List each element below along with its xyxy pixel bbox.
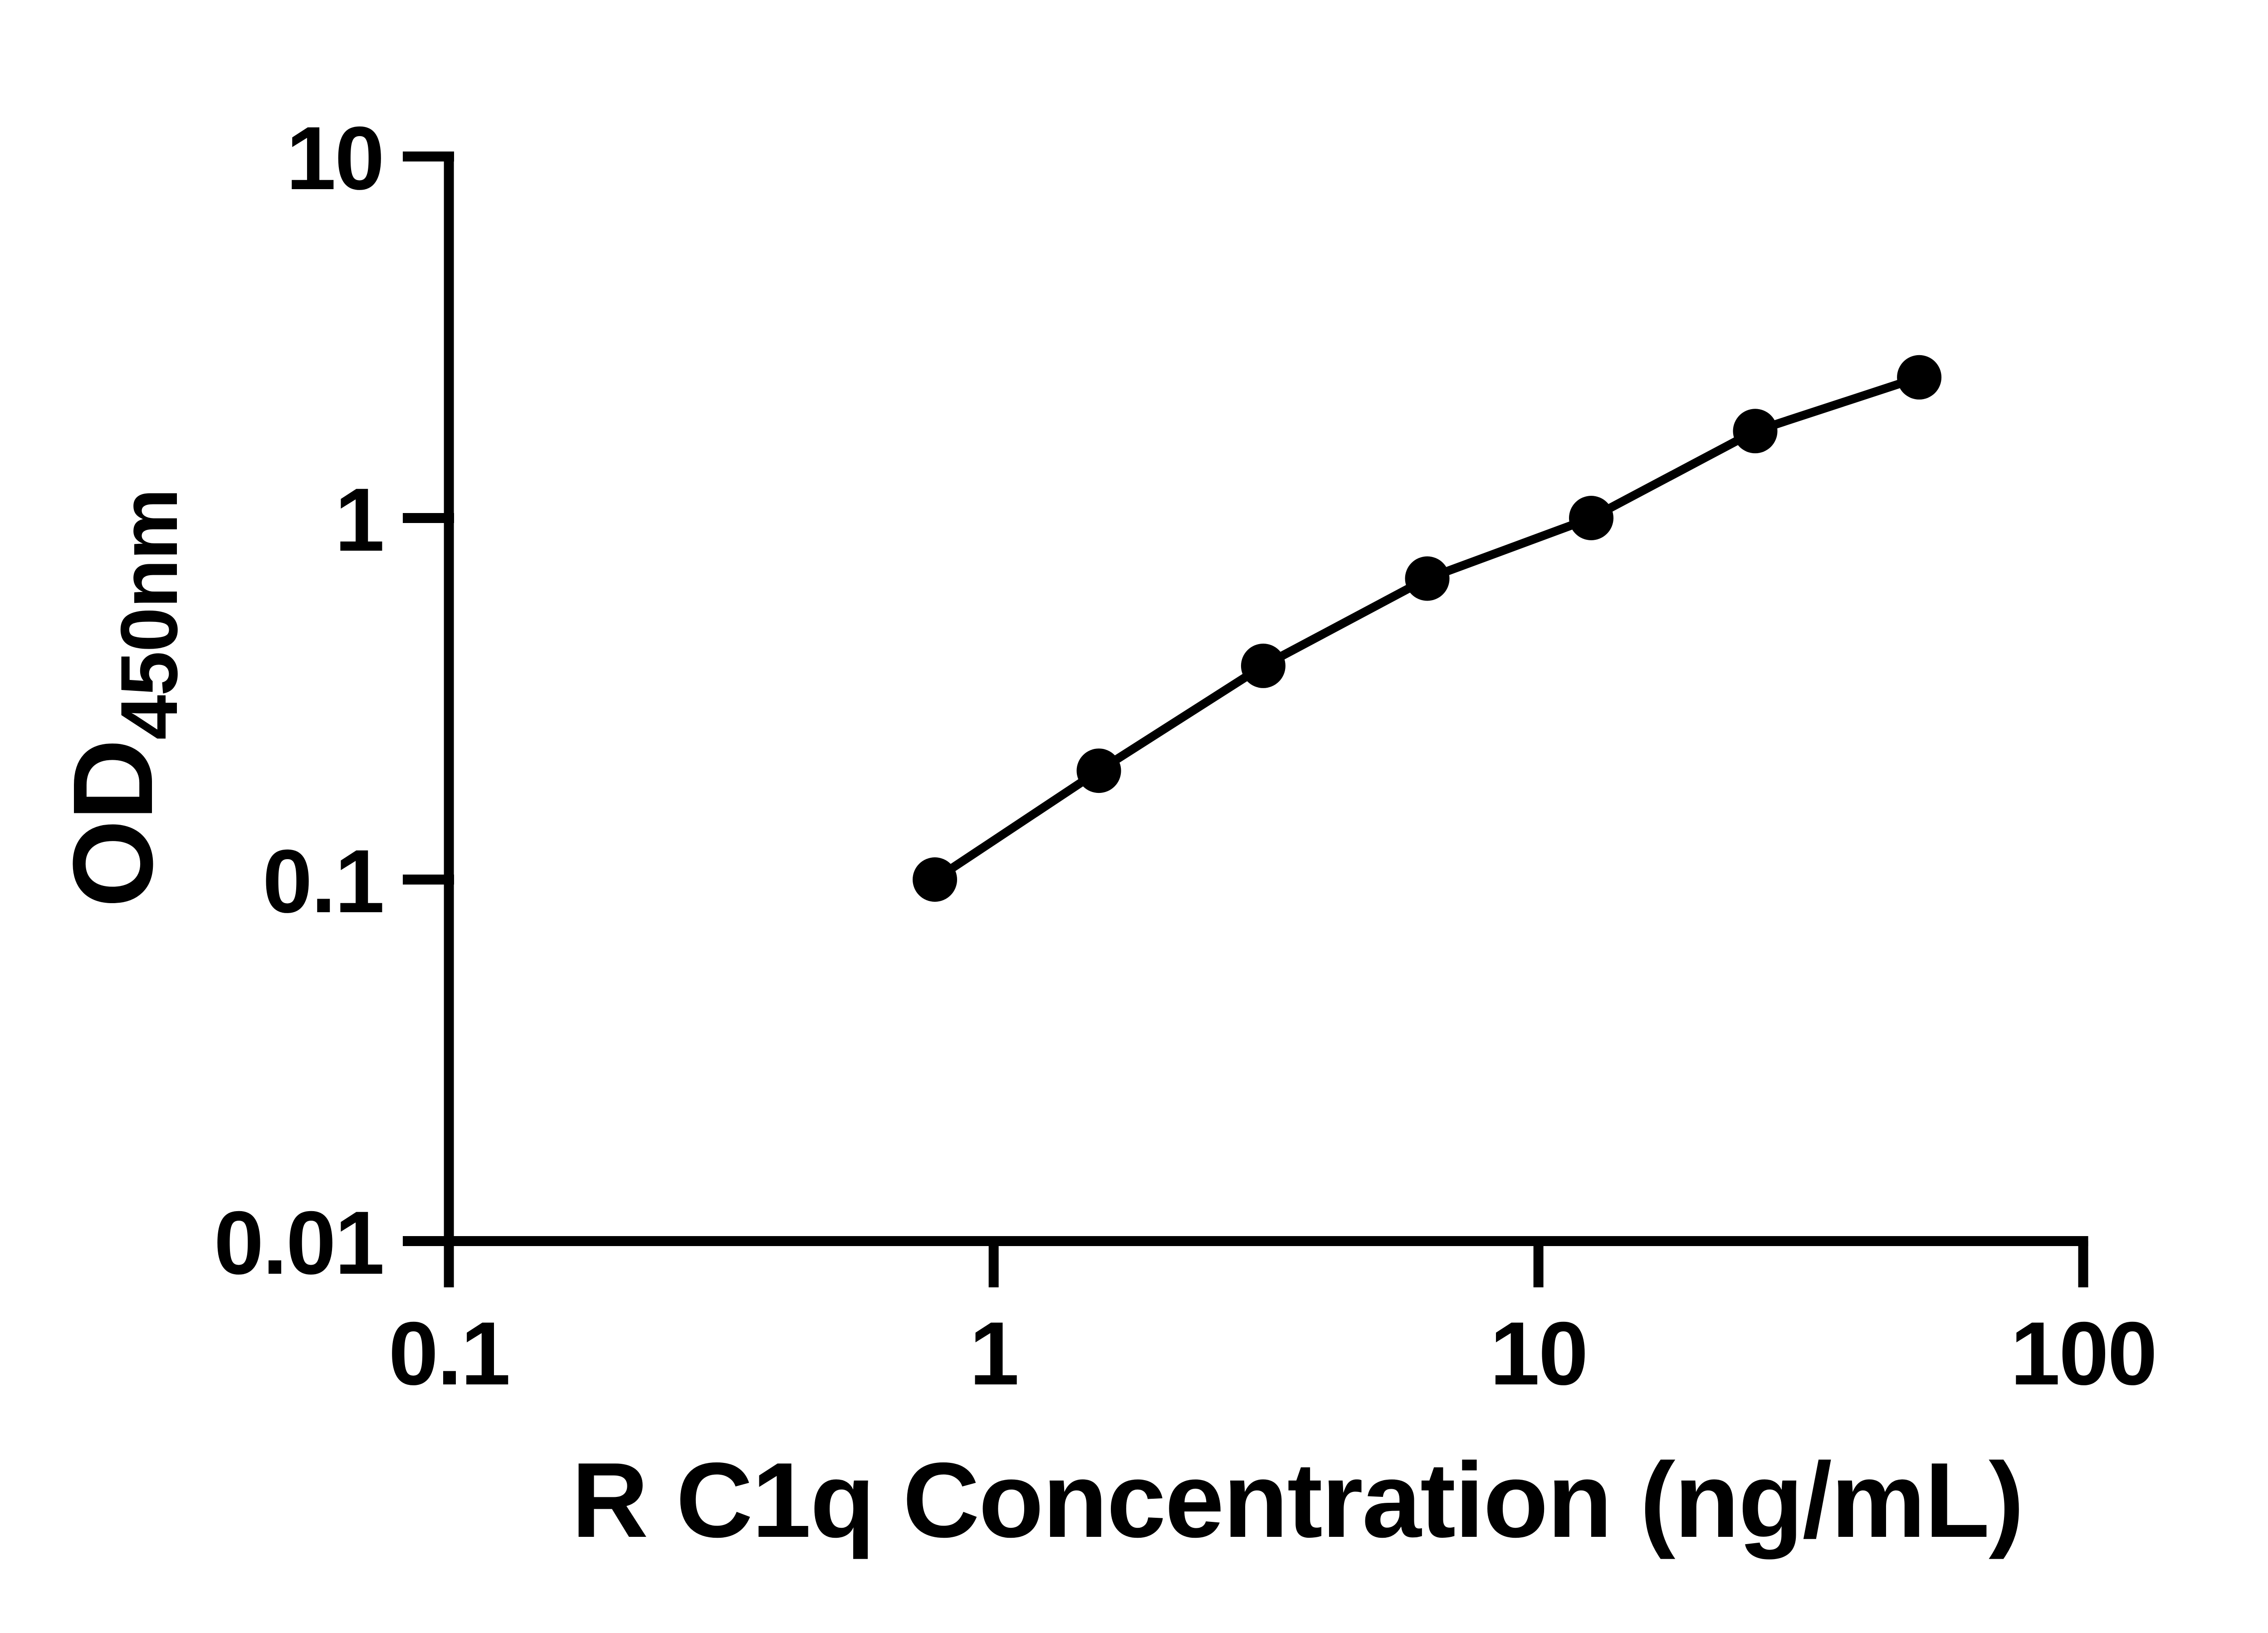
data-point-marker (1241, 643, 1286, 688)
data-point-marker (1405, 556, 1450, 601)
y-axis-title-subscript: 450nm (104, 489, 194, 740)
data-point-marker (1897, 355, 1942, 400)
data-point-marker (1569, 496, 1613, 540)
x-tick-label: 10 (1490, 1303, 1587, 1403)
data-point-marker (913, 857, 957, 902)
x-tick-label: 0.1 (388, 1303, 509, 1403)
data-point-marker (1733, 409, 1778, 454)
data-series-layer (913, 355, 1942, 902)
axes-layer (444, 152, 2088, 1246)
y-tick-label: 10 (286, 108, 383, 208)
x-tick-label: 1 (969, 1303, 1018, 1403)
y-tick-label: 1 (335, 469, 383, 570)
x-tick-label: 100 (2010, 1303, 2156, 1403)
y-axis-title: OD450nm (49, 489, 194, 908)
standard-curve-line (932, 373, 1921, 883)
y-tick-label: 0.01 (214, 1193, 384, 1293)
x-axis-title: R C1q Concentration (ng/mL) (572, 1440, 2023, 1560)
y-tick-label: 0.1 (263, 831, 383, 931)
y-axis-title-main: OD (49, 740, 176, 908)
data-point-marker (1076, 748, 1121, 793)
